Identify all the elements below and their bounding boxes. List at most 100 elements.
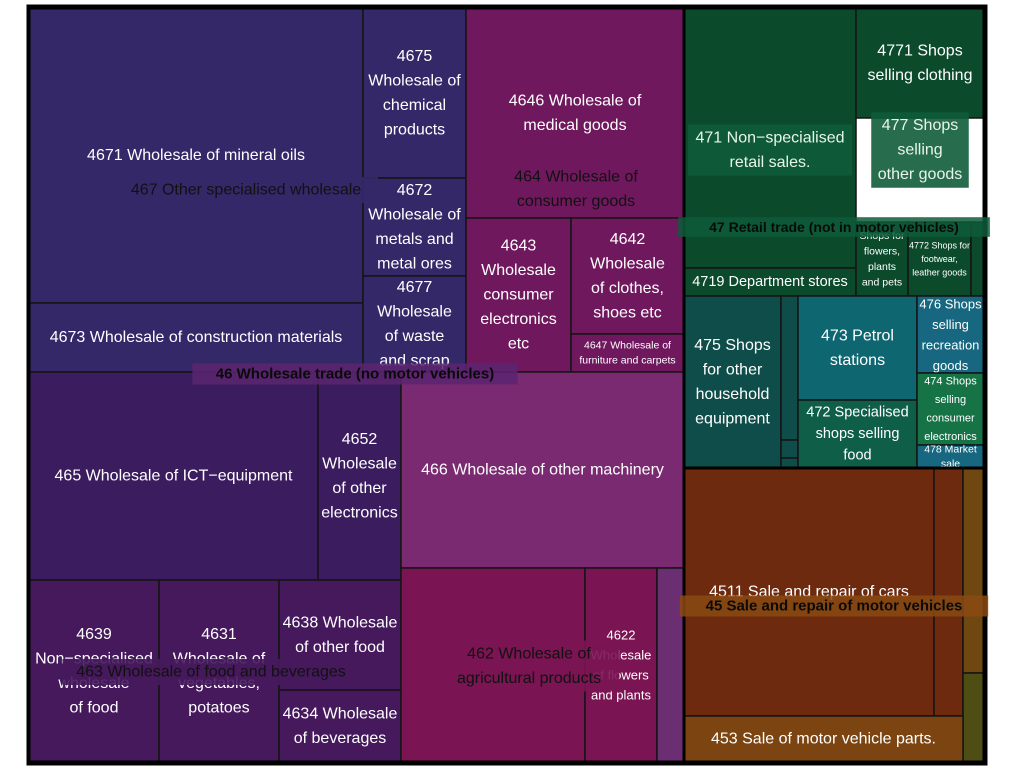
tile-label-line: goods xyxy=(933,358,969,373)
tile-label-line: 4677 xyxy=(397,279,433,296)
subgroup-label-bg xyxy=(438,640,620,692)
treemap-tile-l4652: 4652 Wholesale of other electronics xyxy=(317,371,402,581)
tile-label-line: 4634 Wholesale xyxy=(283,705,398,722)
tile-label-line: 4652 xyxy=(342,431,378,448)
tile-label-line: Wholesale xyxy=(322,455,397,472)
tile-label-line: 472 Specialised xyxy=(806,405,908,421)
tile-label-line: electronics xyxy=(321,504,397,521)
tile-rect xyxy=(362,275,467,373)
treemap-tile-l4719: 4719 Department stores xyxy=(683,267,857,297)
tile-label-line: potatoes xyxy=(188,699,249,716)
tile-label: 4671 Wholesale of mineral oils xyxy=(87,147,305,164)
tile-label-line: flowers, xyxy=(864,245,900,257)
treemap-tile-l474: 474 Shops selling consumer electronics xyxy=(916,372,985,446)
group-label-g47: 47 Retail trade (not in motor vehicles) xyxy=(678,217,990,237)
tile-rect xyxy=(683,715,964,763)
group-label-text: 47 Retail trade (not in motor vehicles) xyxy=(709,219,959,235)
tile-label-line: medical goods xyxy=(523,117,626,134)
subgroup-label-s463: 463 Wholesale of food and beverages xyxy=(62,659,360,685)
treemap-tile-l4634: 4634 Wholesale of beverages xyxy=(278,689,402,763)
treemap-tile-l466: 466 Wholesale of other machinery xyxy=(400,371,685,569)
tile-label: 478 Market sale xyxy=(924,445,977,468)
tile-rect xyxy=(797,295,918,401)
tile-label-line: 4622 xyxy=(607,628,636,643)
tile-label-line: 474 Shops xyxy=(924,375,977,387)
tile-rect xyxy=(683,467,935,717)
tile-label-line: leather goods xyxy=(912,268,967,278)
tile-label: 4638 Wholesale of other food xyxy=(283,614,398,656)
subgroup-label-bg xyxy=(62,659,360,685)
subgroup-label-line: other goods xyxy=(878,166,963,183)
tile-label-line: 466 Wholesale of other machinery xyxy=(421,462,664,479)
tile-rect xyxy=(362,7,467,179)
tile-label-line: 4647 Wholesale of xyxy=(584,340,671,352)
tile-label-line: 4643 xyxy=(501,238,537,255)
subgroup-label-bg xyxy=(687,124,853,176)
tile-label: 475 Shops for other household equipment xyxy=(694,337,771,428)
tile-label: 4772 Shops for footwear, leather goods xyxy=(909,241,970,278)
tile-label-line: 4642 xyxy=(610,231,646,248)
tile-label-line: Wholesale xyxy=(590,255,665,272)
treemap-tile-l45b xyxy=(962,467,985,674)
tile-label-line: Wholesale of xyxy=(368,72,461,89)
subgroup-label-s477: 477 Shops selling other goods xyxy=(871,112,969,188)
subgroup-label-s462: 462 Wholesale of agricultural products xyxy=(438,640,620,692)
tile-label-line: electronics xyxy=(480,311,556,328)
treemap-tile-l473: 473 Petrol stations xyxy=(797,295,918,401)
tile-label: 4771 Shops selling clothing xyxy=(868,42,973,84)
tile-label-line: 476 Shops xyxy=(919,296,982,311)
tile-rect xyxy=(962,672,985,763)
tile-label-line: of beverages xyxy=(294,730,387,747)
subgroup-label-s471: 471 Non−specialised retail sales. xyxy=(687,124,853,176)
treemap-subgroup-labels: 467 Other specialised wholesale 464 Whole… xyxy=(62,112,969,692)
tile-rect xyxy=(916,372,985,446)
tile-label: 473 Petrol stations xyxy=(821,327,894,369)
tile-label-line: food xyxy=(843,448,871,464)
tile-label-line: consumer xyxy=(483,287,554,304)
tile-rect xyxy=(780,439,799,459)
treemap-tile-l4671: 4671 Wholesale of mineral oils xyxy=(28,7,364,304)
tile-rect xyxy=(962,467,985,674)
tile-label-line: and pets xyxy=(862,276,902,288)
chart-frame xyxy=(26,4,988,766)
treemap-tile-l472: 472 Specialised shops selling food xyxy=(797,399,918,469)
treemap-tile-l478: 478 Market sale xyxy=(916,444,985,469)
tile-label-line: 4772 Shops for xyxy=(909,241,970,251)
tile-label-line: etc xyxy=(508,336,529,353)
treemap-tile-l4647: 4647 Wholesale of furniture and carpets xyxy=(570,333,685,373)
tile-label-line: 475 Shops xyxy=(694,337,771,354)
group-label-bg xyxy=(192,363,518,385)
tile-label-line: chemical xyxy=(383,97,446,114)
tile-label-line: of food xyxy=(70,699,119,716)
tile-label: 4642 Wholesale of clothes, shoes etc xyxy=(590,231,665,322)
tile-label: 4673 Wholesale of construction materials xyxy=(50,329,343,346)
tile-label-line: selling clothing xyxy=(868,67,973,84)
group-label-bg xyxy=(679,595,989,617)
tile-label-line: shops selling xyxy=(816,426,900,442)
tile-label-line: household xyxy=(696,386,770,403)
group-label-bg xyxy=(678,217,990,237)
tile-label: 4719 Department stores xyxy=(692,274,848,290)
subgroup-label-line: 464 Wholesale of xyxy=(514,168,638,185)
treemap-tile-l465: 465 Wholesale of ICT−equipment xyxy=(28,371,319,581)
tile-rect xyxy=(797,399,918,469)
tile-rect xyxy=(28,302,364,373)
subgroup-label-bg xyxy=(871,112,969,188)
tile-label: 4646 Wholesale of medical goods xyxy=(509,92,642,134)
tile-label-line: stations xyxy=(830,352,885,369)
tile-label-line: of clothes, xyxy=(591,280,664,297)
tile-rect xyxy=(278,689,402,763)
tile-label-line: Wholesale xyxy=(377,303,452,320)
group-label-text: 46 Wholesale trade (no motor vehicles) xyxy=(216,366,494,383)
tile-rect xyxy=(28,371,319,581)
treemap-tile-l475: 475 Shops for other household equipment xyxy=(683,295,782,469)
tile-rect xyxy=(683,295,782,469)
tile-label-line: 4639 xyxy=(76,626,112,643)
tile-label-line: 4671 Wholesale of mineral oils xyxy=(87,147,305,164)
treemap-tile-l45c xyxy=(962,672,985,763)
subgroup-label-line: 467 Other specialised wholesale xyxy=(131,182,361,199)
tile-label: 476 Shops selling recreation goods xyxy=(919,296,982,373)
tile-label: 4672 Wholesale of metals and metal ores xyxy=(368,182,461,273)
tile-rect xyxy=(362,177,467,277)
